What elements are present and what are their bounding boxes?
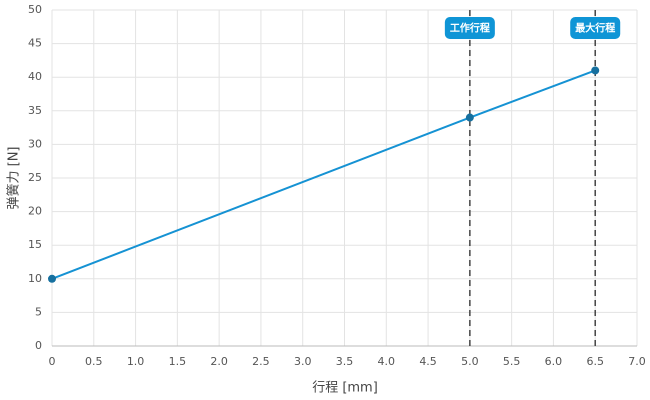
y-axis-label: 弹簧力 [N]	[6, 146, 22, 209]
y-tick-label: 10	[28, 272, 42, 285]
marker-badge	[570, 17, 621, 39]
x-tick-label: 3.5	[336, 355, 354, 368]
point	[48, 274, 56, 283]
x-tick-label: 0	[49, 355, 56, 368]
line	[51, 69, 596, 280]
marker-badge	[444, 17, 495, 39]
y-tick-label: 15	[28, 238, 42, 251]
x-tick-label: 6.5	[586, 355, 604, 368]
x-tick-label: 2.0	[210, 355, 228, 368]
point	[591, 66, 600, 75]
y-tick-label: 5	[35, 305, 42, 318]
x-tick-label: 3.0	[294, 355, 312, 368]
y-tick-label: 25	[28, 171, 42, 184]
marker-label: 最大行程	[575, 22, 615, 35]
x-tick-label: 4.0	[378, 355, 396, 368]
x-tick-label: 2.5	[252, 355, 270, 368]
x-tick-label: 6.0	[545, 355, 563, 368]
x-tick-label: 5.5	[503, 355, 521, 368]
x-tick-label: 1.0	[127, 355, 145, 368]
y-tick-label: 35	[28, 104, 42, 117]
x-axis-label: 行程 [mm]	[312, 381, 378, 396]
y-tick-label: 0	[35, 339, 42, 352]
point	[465, 113, 474, 122]
x-tick-label: 0.5	[85, 355, 103, 368]
x-tick-label: 5.0	[461, 355, 479, 368]
y-tick-label: 30	[28, 137, 42, 150]
x-tick-label: 7.0	[628, 355, 646, 368]
x-tick-label: 4.5	[419, 355, 437, 368]
x-tick-label: 1.5	[169, 355, 187, 368]
y-tick-label: 40	[28, 70, 42, 83]
y-tick-label: 50	[28, 3, 42, 16]
marker-label: 工作行程	[450, 22, 490, 35]
y-tick-label: 20	[28, 205, 42, 218]
y-tick-label: 45	[28, 37, 42, 50]
